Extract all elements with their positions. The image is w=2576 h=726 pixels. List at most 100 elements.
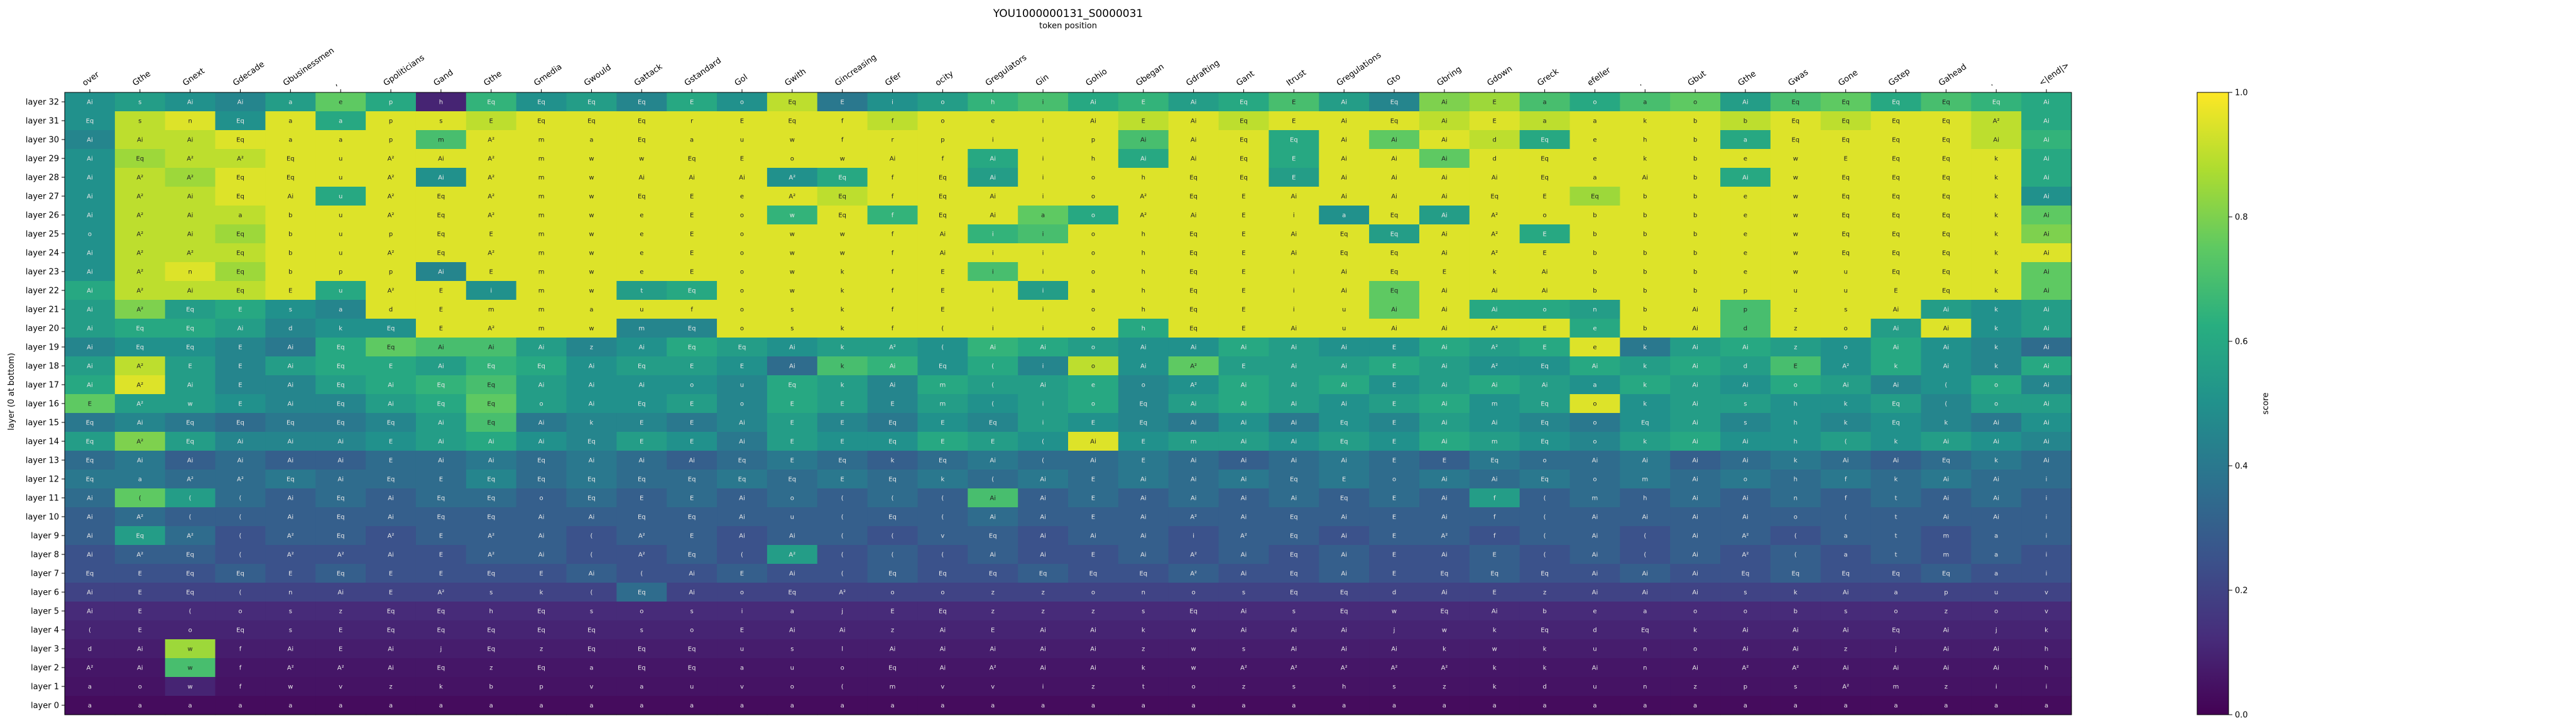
- heatmap-cell: [1770, 356, 1821, 376]
- cell-label: E: [1142, 99, 1145, 106]
- heatmap-cell: [1870, 639, 1922, 659]
- cell-label: A²: [1190, 363, 1197, 370]
- cell-label: b: [489, 684, 493, 691]
- cell-label: o: [540, 495, 543, 502]
- heatmap-cell: [717, 639, 768, 659]
- heatmap-cell: [717, 319, 768, 338]
- cell-label: r: [690, 118, 694, 125]
- cell-label: Ai: [1241, 439, 1247, 446]
- heatmap-cell: [566, 338, 617, 357]
- heatmap-cell: [1319, 658, 1370, 678]
- heatmap-cell: [968, 111, 1018, 131]
- heatmap-cell: [667, 639, 718, 659]
- cell-label: s: [590, 608, 593, 615]
- y-layer-label: layer 6: [31, 588, 59, 598]
- cell-label: o: [941, 590, 944, 597]
- cell-label: Eq: [1189, 288, 1198, 295]
- cell-label: Ai: [1793, 627, 1799, 634]
- cell-label: m: [538, 137, 545, 144]
- heatmap-cell: [1870, 583, 1922, 602]
- cell-label: Eq: [1240, 175, 1248, 182]
- heatmap-cell: [1068, 319, 1119, 338]
- cell-label: Ai: [87, 495, 93, 502]
- heatmap-cell: [415, 92, 467, 112]
- heatmap-cell: [165, 602, 216, 621]
- heatmap-cell: [1971, 243, 2022, 263]
- heatmap-cell: [215, 470, 266, 489]
- cell-label: Ai: [1742, 175, 1749, 182]
- heatmap-cell: [215, 507, 266, 527]
- heatmap-cell: [917, 92, 968, 112]
- cell-label: Ai: [1341, 401, 1347, 408]
- cell-label: Ai: [2043, 156, 2049, 163]
- cell-label: h: [489, 608, 493, 615]
- heatmap-cell: [1218, 319, 1269, 338]
- heatmap-cell: [1469, 639, 1520, 659]
- cell-label: Ai: [1441, 514, 1448, 521]
- heatmap-cell: [65, 545, 116, 564]
- cell-label: Eq: [1942, 231, 1950, 238]
- heatmap-cell: [1620, 564, 1671, 583]
- cell-label: Eq: [1541, 363, 1549, 370]
- heatmap-cell: [1319, 432, 1370, 451]
- heatmap-cell: [1068, 432, 1119, 451]
- cell-label: Eq: [537, 608, 545, 615]
- cell-label: A²: [1742, 533, 1749, 540]
- heatmap-cell: [1118, 168, 1169, 187]
- y-layer-label: layer 16: [26, 400, 59, 409]
- cell-label: Ai: [1341, 382, 1347, 389]
- cell-label: Ai: [1692, 533, 1698, 540]
- cell-label: a: [790, 703, 794, 710]
- cell-label: Eq: [287, 420, 295, 427]
- heatmap-cell: [114, 300, 166, 319]
- heatmap-cell: [1971, 281, 2022, 300]
- cell-label: A²: [136, 175, 143, 182]
- cell-label: a: [238, 703, 242, 710]
- heatmap-cell: [1519, 262, 1571, 282]
- cell-label: Eq: [186, 571, 194, 578]
- cell-label: Ai: [1943, 307, 1950, 314]
- heatmap-cell: [415, 526, 467, 546]
- cell-label: w: [840, 250, 845, 257]
- heatmap-cell: [717, 545, 768, 564]
- cell-label: Eq: [337, 495, 345, 502]
- cell-label: a: [1944, 703, 1948, 710]
- cell-label: a: [339, 307, 342, 314]
- cell-label: Ai: [1191, 476, 1197, 483]
- heatmap-cell: [215, 488, 266, 508]
- heatmap-cell: [1269, 92, 1319, 112]
- cell-label: e: [640, 250, 643, 257]
- cell-label: Eq: [1089, 571, 1098, 578]
- cell-label: Eq: [939, 194, 947, 201]
- cell-label: Ai: [1742, 458, 1749, 465]
- heatmap-cell: [165, 507, 216, 527]
- cell-label: Ai: [1441, 212, 1448, 219]
- cell-label: Ai: [1893, 326, 1899, 333]
- heatmap-cell: [867, 583, 919, 602]
- heatmap-cell: [466, 545, 517, 564]
- cell-label: Eq: [487, 646, 495, 653]
- heatmap-cell: [516, 356, 567, 376]
- heatmap-cell: [1670, 168, 1721, 187]
- y-layer-label: layer 8: [31, 551, 59, 560]
- cell-label: Ai: [488, 458, 494, 465]
- cell-label: Ai: [1492, 476, 1498, 483]
- heatmap-cell: [1218, 187, 1269, 206]
- cell-label: Ai: [1993, 665, 1999, 672]
- heatmap-cell: [817, 507, 868, 527]
- cell-label: Eq: [236, 269, 244, 276]
- heatmap-cell: [817, 639, 868, 659]
- cell-label: m: [538, 307, 545, 314]
- cell-label: Ai: [1191, 156, 1197, 163]
- cell-label: z: [339, 608, 342, 615]
- cell-label: Eq: [1942, 175, 1950, 182]
- cell-label: k: [1994, 175, 1998, 182]
- heatmap-cell: [667, 507, 718, 527]
- cell-label: Ai: [739, 514, 745, 521]
- heatmap-cell: [867, 149, 919, 168]
- heatmap-cell: [516, 545, 567, 564]
- heatmap-cell: [466, 432, 517, 451]
- heatmap-cell: [415, 394, 467, 414]
- cell-label: Ai: [990, 552, 996, 559]
- heatmap-cell: [2021, 356, 2072, 376]
